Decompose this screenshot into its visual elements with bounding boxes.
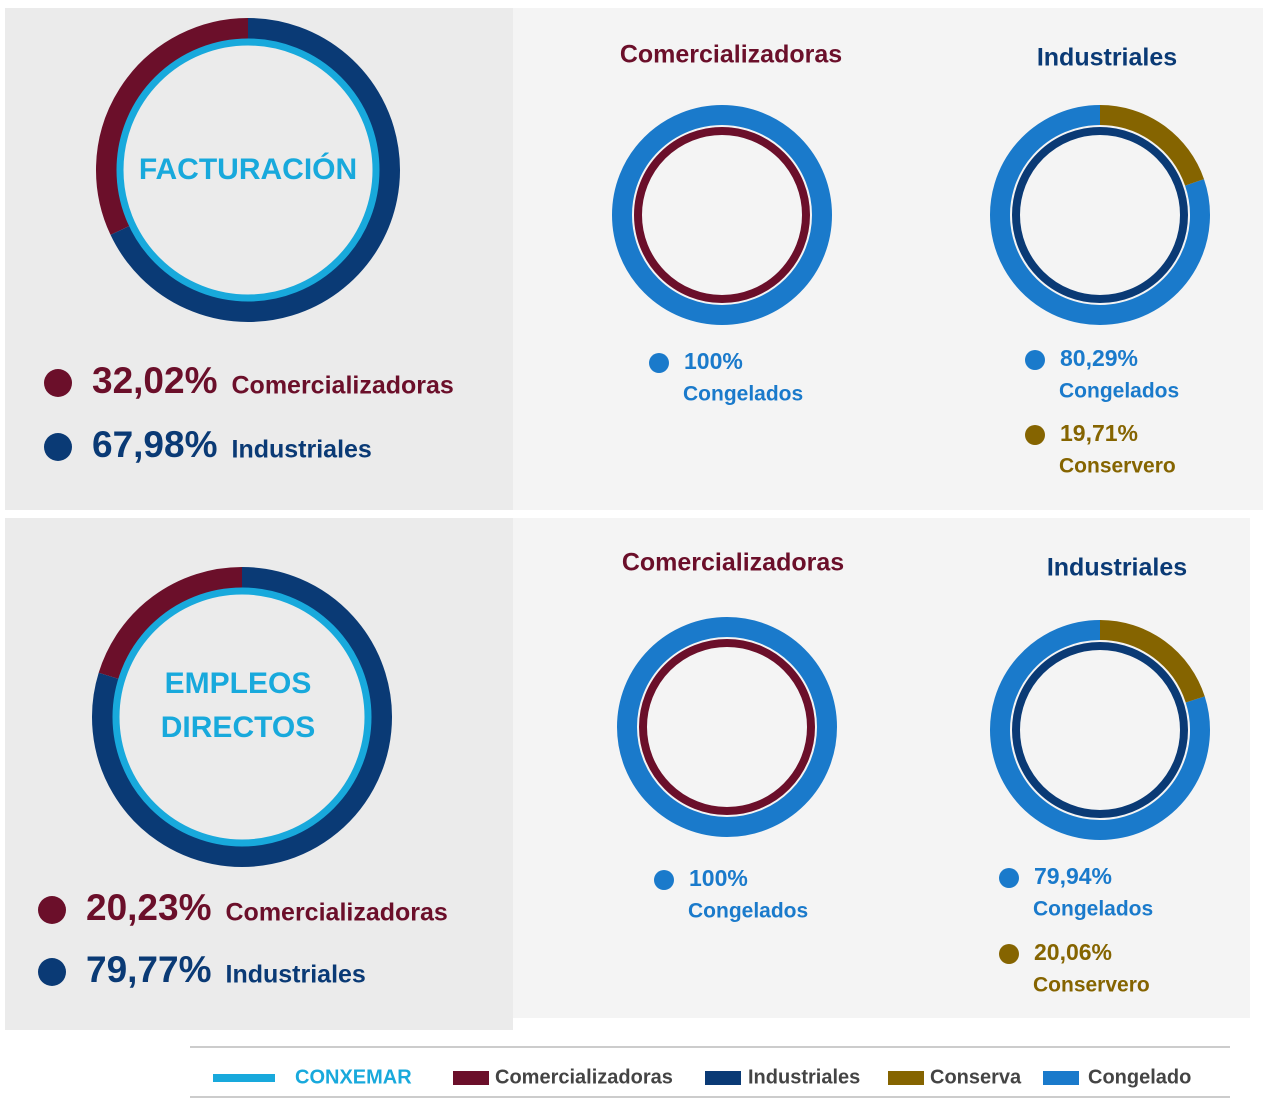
legend-dot — [654, 870, 674, 890]
legend-label: Industriales — [748, 1066, 860, 1088]
value-label: 100% — [684, 348, 743, 374]
category-label: Industriales — [226, 961, 366, 989]
chart-title: Industriales — [1037, 44, 1177, 72]
legend-label: Comercializadoras — [495, 1066, 673, 1088]
category-label: Comercializadoras — [226, 899, 448, 927]
panel — [513, 518, 1250, 1018]
value-label: 79,94% — [1034, 863, 1112, 889]
category-label: Congelados — [1033, 898, 1153, 921]
category-label: Congelados — [683, 383, 803, 406]
legend-dot — [999, 868, 1019, 888]
inner-ring — [639, 639, 815, 815]
panel — [5, 518, 513, 1030]
panel — [5, 8, 513, 510]
legend-swatch — [213, 1074, 275, 1082]
legend-dot — [38, 958, 66, 986]
value-label: 20,23% — [86, 887, 212, 928]
legend-dot — [44, 369, 72, 397]
donut-segment — [98, 567, 243, 680]
legend-label: CONXEMAR — [295, 1066, 412, 1088]
donut-title: EMPLEOS DIRECTOS — [160, 667, 316, 744]
category-label: Conservero — [1033, 974, 1150, 997]
donut-segment — [92, 567, 392, 867]
donut-segment — [990, 105, 1210, 325]
legend-dot — [38, 896, 66, 924]
donut-segment — [96, 18, 249, 235]
inner-ring — [1012, 127, 1188, 303]
legend-dot — [1025, 350, 1045, 370]
donut-segment — [990, 620, 1210, 840]
chart-title: Comercializadoras — [620, 41, 842, 69]
value-label: 67,98% — [92, 424, 218, 465]
value-label: 19,71% — [1060, 420, 1138, 446]
value-label: 100% — [689, 865, 748, 891]
donut-segment — [1099, 620, 1205, 703]
legend-dot — [999, 944, 1019, 964]
legend-swatch — [453, 1071, 489, 1085]
inner-ring — [634, 127, 810, 303]
legend-swatch — [1043, 1071, 1079, 1085]
legend-dot — [649, 353, 669, 373]
category-label: Congelados — [688, 900, 808, 923]
category-label: Industriales — [232, 436, 372, 464]
legend-dot — [44, 433, 72, 461]
legend-dot — [1025, 425, 1045, 445]
legend-swatch — [888, 1071, 924, 1085]
donut-segment — [110, 18, 400, 322]
legend-swatch — [705, 1071, 741, 1085]
donut-title: FACTURACIÓN — [138, 153, 358, 186]
donut-segment — [1099, 105, 1204, 186]
chart-title: Comercializadoras — [622, 549, 844, 577]
donut-segment — [612, 105, 832, 325]
value-label: 80,29% — [1060, 345, 1138, 371]
donut-segment — [617, 617, 837, 837]
category-label: Conservero — [1059, 455, 1176, 478]
chart-title: Industriales — [1047, 554, 1187, 582]
legend-label: Conserva — [930, 1066, 1022, 1088]
inner-ring — [112, 587, 372, 847]
value-label: 79,77% — [86, 949, 212, 990]
inner-ring — [1012, 642, 1188, 818]
category-label: Congelados — [1059, 380, 1179, 403]
inner-ring — [116, 38, 380, 302]
value-label: 32,02% — [92, 360, 218, 401]
legend-label: Congelado — [1088, 1066, 1191, 1088]
category-label: Comercializadoras — [232, 372, 454, 400]
value-label: 20,06% — [1034, 939, 1112, 965]
